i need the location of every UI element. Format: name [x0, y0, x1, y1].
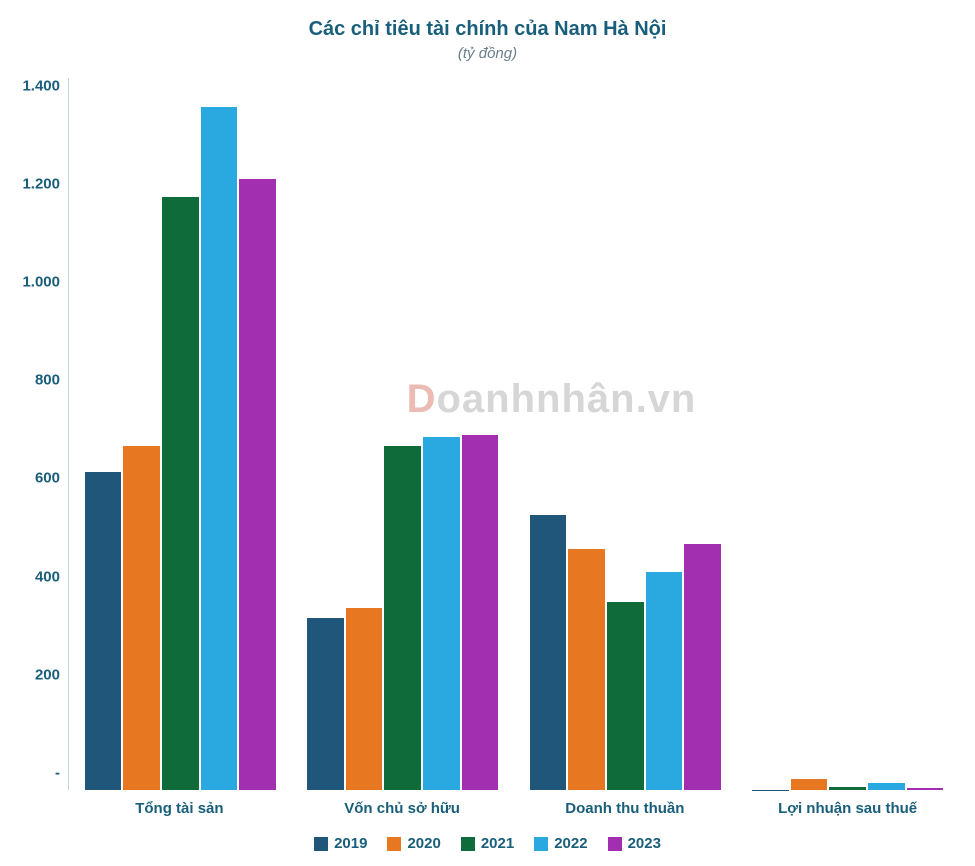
bar-group — [737, 78, 960, 790]
x-axis-label: Tổng tài sản — [68, 800, 291, 817]
x-axis-label: Lợi nhuận sau thuế — [736, 800, 959, 817]
legend-item: 2022 — [534, 835, 587, 852]
bar — [162, 197, 199, 790]
bar — [423, 437, 460, 790]
legend-item: 2019 — [314, 835, 367, 852]
legend-item: 2021 — [461, 835, 514, 852]
y-tick-label: 1.200 — [0, 175, 60, 192]
y-tick-label: 1.400 — [0, 77, 60, 94]
plot-area: -2004006008001.0001.2001.400 Doanhnhân.v… — [68, 78, 959, 790]
bar — [201, 107, 238, 790]
legend: 2019 2020 2021 2022 2023 — [0, 835, 975, 852]
bar — [123, 446, 160, 790]
y-tick-label: 200 — [0, 666, 60, 683]
bar — [346, 608, 383, 790]
y-tick-label: 400 — [0, 568, 60, 585]
legend-item: 2020 — [387, 835, 440, 852]
bar — [646, 572, 683, 791]
legend-label: 2022 — [554, 835, 587, 852]
bar-group — [292, 78, 515, 790]
bar — [791, 779, 828, 790]
bar — [239, 179, 276, 790]
chart-title: Các chỉ tiêu tài chính của Nam Hà Nội — [0, 18, 975, 41]
bar — [684, 544, 721, 790]
bar — [462, 435, 499, 790]
bar — [907, 788, 944, 790]
y-axis: - 200 400 600 800 1.000 1.200 1.400 — [0, 78, 60, 790]
bar — [530, 515, 567, 790]
bar — [607, 602, 644, 790]
legend-swatch — [534, 837, 548, 851]
y-tick-label: - — [0, 765, 60, 782]
bar — [85, 472, 122, 790]
bar — [384, 446, 421, 790]
bar — [568, 549, 605, 790]
plot — [68, 78, 959, 790]
legend-label: 2019 — [334, 835, 367, 852]
bars-row — [85, 78, 276, 790]
x-axis-label: Doanh thu thuần — [514, 800, 737, 817]
bars-row — [752, 78, 943, 790]
bars-row — [530, 78, 721, 790]
legend-label: 2021 — [481, 835, 514, 852]
bar-group — [514, 78, 737, 790]
x-axis-label: Vốn chủ sở hữu — [291, 800, 514, 817]
legend-swatch — [461, 837, 475, 851]
legend-label: 2020 — [407, 835, 440, 852]
bar-group — [69, 78, 292, 790]
legend-label: 2023 — [628, 835, 661, 852]
chart-subtitle: (tỷ đồng) — [0, 45, 975, 62]
bars-row — [307, 78, 498, 790]
x-axis-labels: Tổng tài sảnVốn chủ sở hữuDoanh thu thuầ… — [68, 800, 959, 817]
bar — [829, 787, 866, 790]
y-tick-label: 1.000 — [0, 273, 60, 290]
chart-container: Các chỉ tiêu tài chính của Nam Hà Nội (t… — [0, 0, 975, 866]
legend-item: 2023 — [608, 835, 661, 852]
legend-swatch — [608, 837, 622, 851]
y-tick-label: 600 — [0, 470, 60, 487]
legend-swatch — [387, 837, 401, 851]
legend-swatch — [314, 837, 328, 851]
bar — [868, 783, 905, 790]
y-tick-label: 800 — [0, 372, 60, 389]
bar — [307, 618, 344, 790]
